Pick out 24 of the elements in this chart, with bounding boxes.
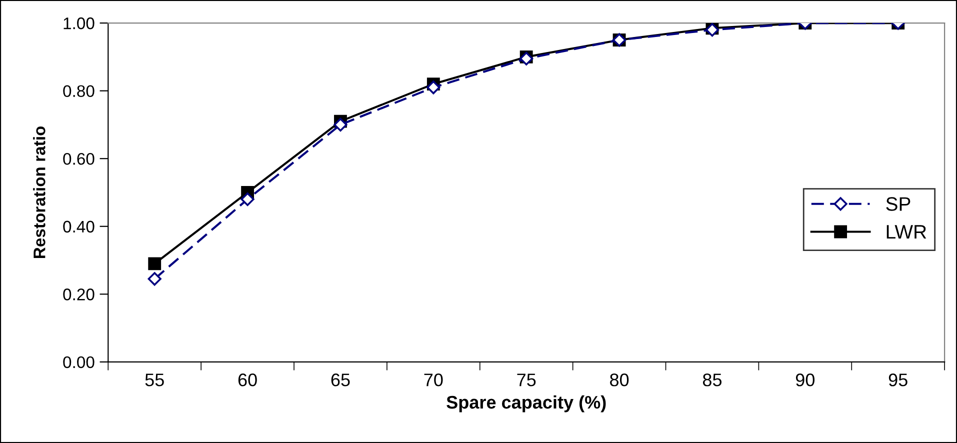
x-axis-title: Spare capacity (%) [446,395,606,412]
point [334,118,348,132]
y-axis-title: Restoration ratio [33,126,46,258]
x-tick-label: 75 [517,374,536,386]
y-tick-label: 0.80 [63,85,94,98]
x-tick-label: 65 [331,374,350,386]
y-tick-label: 0.00 [63,356,94,368]
y-tick-label: 0.40 [63,220,94,233]
x-tick-label: 60 [238,374,257,386]
legend-label: LWR [886,225,926,239]
y-tick-label: 0.60 [63,152,94,165]
point [426,80,440,94]
point [148,257,162,270]
x-tick-label: 55 [145,374,164,386]
x-tick-label: 85 [702,374,722,386]
x-tick-label: 90 [796,374,814,386]
x-tick-label: 95 [888,374,908,386]
y-tick-label: 0.20 [63,288,94,300]
point [240,192,254,206]
legend-label: SP [886,197,910,211]
y-tick-label: 1.00 [64,17,94,30]
x-tick-label: 70 [424,374,443,386]
x-tick-label: 80 [610,374,629,386]
point [148,272,162,286]
